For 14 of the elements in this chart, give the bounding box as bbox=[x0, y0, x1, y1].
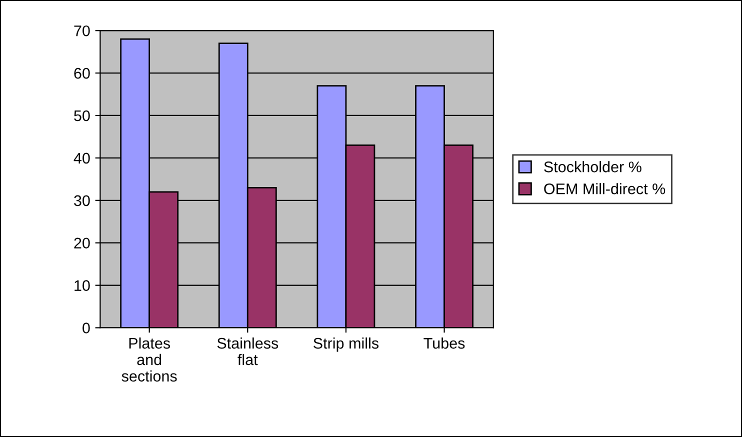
y-tick-label: 50 bbox=[74, 110, 90, 122]
y-tick-label: 60 bbox=[74, 68, 90, 79]
legend-label: Stockholder % bbox=[544, 161, 642, 172]
x-tick-label: Plates and sections bbox=[122, 337, 177, 382]
legend-label: OEM Mill-direct % bbox=[544, 183, 666, 194]
y-tick-label: 70 bbox=[74, 25, 90, 36]
y-tick-label: 20 bbox=[74, 238, 90, 249]
y-tick-label: 10 bbox=[74, 280, 90, 291]
x-tick-label: Tubes bbox=[424, 337, 465, 349]
y-tick-label: 0 bbox=[82, 322, 90, 334]
y-tick-label: 40 bbox=[74, 152, 90, 164]
y-tick-label: 30 bbox=[74, 195, 90, 206]
x-tick-label: Stainless flat bbox=[217, 337, 278, 366]
x-tick-label: Strip mills bbox=[314, 337, 379, 352]
